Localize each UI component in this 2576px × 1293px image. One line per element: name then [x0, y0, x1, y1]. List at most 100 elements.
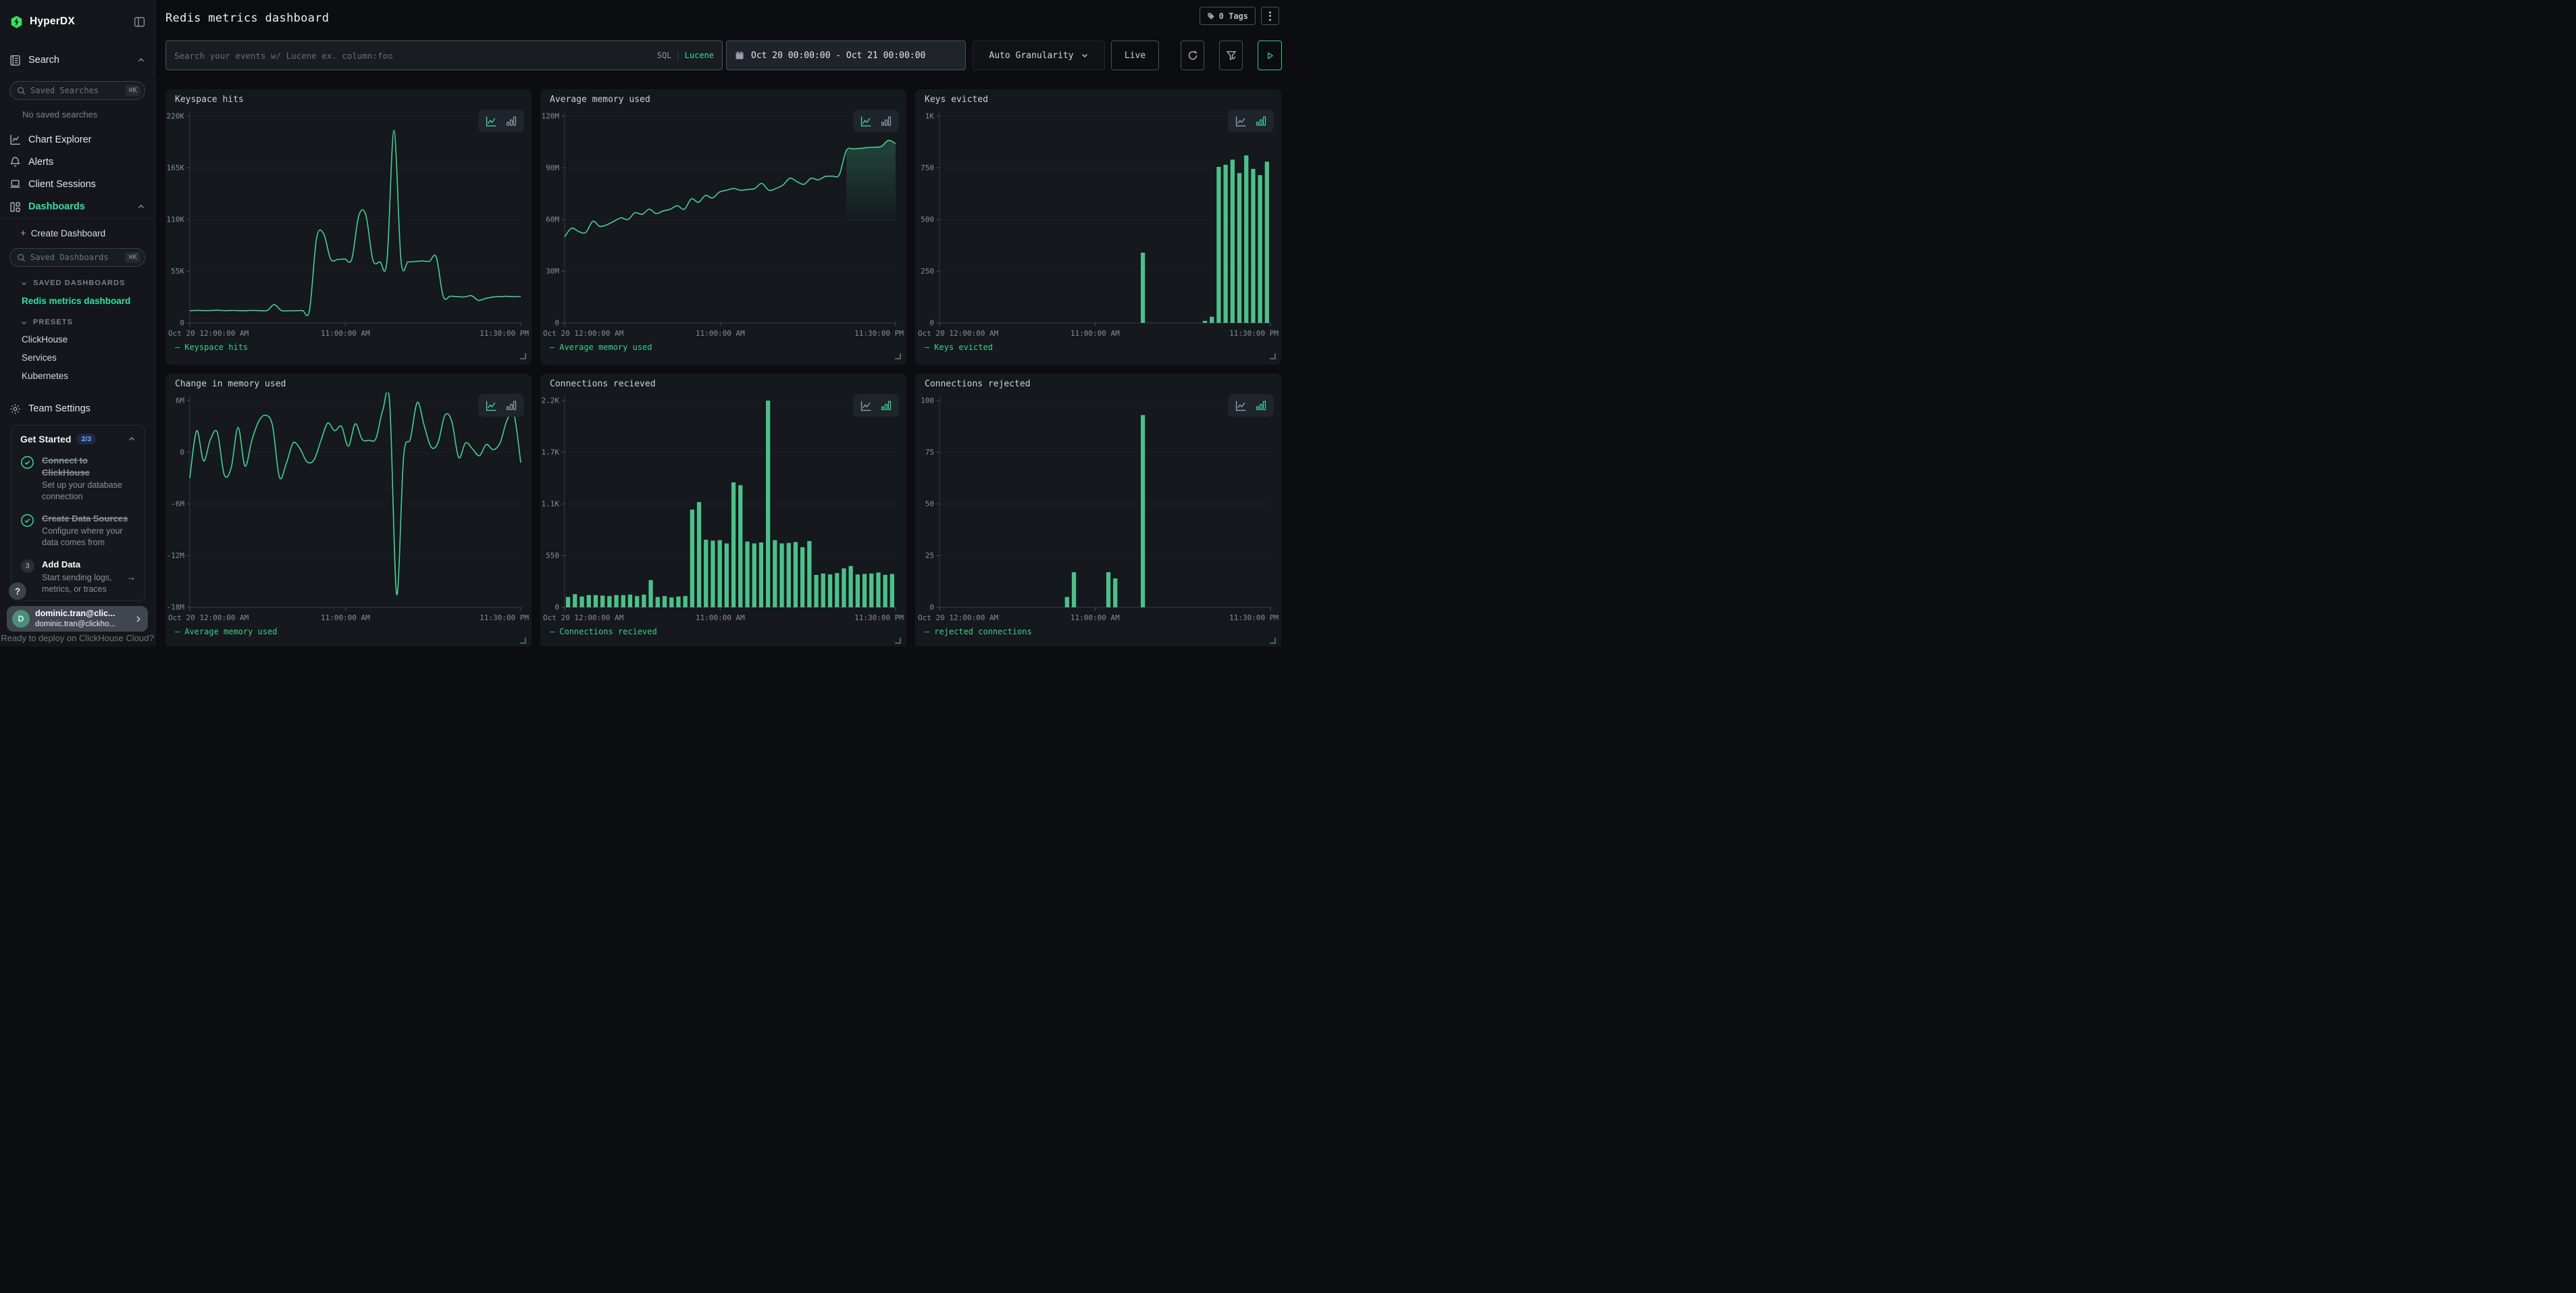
presets-section-header[interactable]: PRESETS: [0, 317, 155, 328]
dashboard-grid: Keyspace hits 220K 165K 110K 55K 0 Oct 20 12:…: [165, 89, 1281, 646]
get-started-step-sources[interactable]: Create Data Sources Configure where your…: [20, 513, 136, 549]
bar-chart-icon[interactable]: [506, 116, 517, 126]
progress-badge: 2/3: [76, 434, 97, 445]
resize-handle[interactable]: [1270, 353, 1276, 359]
svg-text:0: 0: [929, 603, 934, 612]
search-icon: [17, 253, 26, 262]
gear-icon: [9, 403, 21, 415]
filter-edit-icon: [1226, 50, 1237, 61]
saved-dashboards-section-header[interactable]: SAVED DASHBOARDS: [0, 278, 155, 288]
line-chart-icon[interactable]: [486, 116, 497, 127]
resize-handle[interactable]: [895, 638, 901, 644]
get-started-step-connect[interactable]: Connect to ClickHouse Set up your databa…: [20, 455, 136, 503]
svg-text:30M: 30M: [546, 267, 559, 276]
legend-label: Connections recieved: [559, 627, 657, 636]
svg-text:1K: 1K: [925, 112, 935, 121]
filter-button[interactable]: [1219, 41, 1243, 70]
user-email: dominic.tran@clickho...: [35, 619, 116, 628]
svg-text:11:00:00 AM: 11:00:00 AM: [321, 613, 370, 622]
tags-label: 0 Tags: [1218, 11, 1248, 21]
chevron-right-icon: [134, 615, 143, 624]
chart-panel-keys-evicted: Keys evicted 1K 750 500 250 0 Oct 20 12:00:00…: [915, 89, 1281, 365]
svg-text:550: 550: [546, 551, 559, 560]
tags-button[interactable]: 0 Tags: [1199, 7, 1256, 25]
sidebar-nav: Chart Explorer Alerts Client Sessions Da…: [0, 128, 155, 218]
sidebar-item-team-settings[interactable]: Team Settings: [0, 397, 155, 420]
sidebar-item-search[interactable]: Search: [0, 49, 155, 72]
user-name: dominic.tran@clic...: [35, 609, 115, 618]
help-button[interactable]: ?: [9, 582, 26, 600]
sidebar-item-label: Dashboards: [28, 201, 85, 212]
sidebar-item-label: Client Sessions: [28, 178, 96, 190]
check-circle-icon: [20, 513, 34, 549]
sidebar-item-dashboards[interactable]: Dashboards: [0, 195, 155, 218]
sidebar-item-kubernetes[interactable]: Kubernetes: [0, 369, 155, 382]
bar-chart-icon[interactable]: [881, 116, 892, 126]
chart-type-toggle: [853, 109, 899, 132]
sidebar-item-client-sessions[interactable]: Client Sessions: [0, 173, 155, 195]
resize-handle[interactable]: [520, 638, 526, 644]
kebab-menu-icon: [1269, 11, 1271, 21]
svg-text:11:00:00 AM: 11:00:00 AM: [1071, 613, 1120, 622]
step-number: 3: [20, 559, 34, 574]
sql-toggle[interactable]: SQL: [656, 51, 672, 60]
line-chart-icon[interactable]: [860, 400, 872, 411]
date-range-picker[interactable]: Oct 20 00:00:00 - Oct 21 00:00:00: [726, 41, 966, 70]
chart-type-toggle: [1228, 109, 1274, 132]
bar-chart-icon[interactable]: [1256, 116, 1266, 126]
resize-handle[interactable]: [520, 353, 526, 359]
sidebar-item-redis-metrics-dashboard[interactable]: Redis metrics dashboard: [0, 294, 155, 307]
svg-text:100: 100: [921, 397, 934, 405]
bar-chart-icon[interactable]: [881, 400, 892, 411]
brand-name: HyperDX: [30, 16, 75, 27]
dashboard-menu-button[interactable]: [1261, 7, 1279, 25]
divider: [0, 218, 155, 219]
get-started-step-add-data[interactable]: 3 Add Data Start sending logs, metrics, …: [20, 559, 136, 594]
chart-plot: 1K 750 500 250 0 Oct 20 12:00:00 AM 11:00:00 A…: [915, 108, 1281, 343]
bar-chart-icon[interactable]: [1256, 400, 1266, 411]
bar-chart-icon[interactable]: [506, 400, 517, 411]
section-header-label: PRESETS: [33, 318, 74, 326]
get-started-header[interactable]: Get Started 2/3: [20, 434, 136, 445]
sidebar-item-chart-explorer[interactable]: Chart Explorer: [0, 128, 155, 151]
create-dashboard-button[interactable]: + Create Dashboard: [0, 224, 155, 242]
svg-text:110K: 110K: [167, 216, 185, 224]
svg-text:0: 0: [555, 603, 559, 612]
live-button[interactable]: Live: [1111, 41, 1159, 70]
saved-searches-input[interactable]: [30, 86, 121, 95]
svg-text:120M: 120M: [542, 112, 560, 121]
run-query-button[interactable]: [1258, 41, 1282, 70]
saved-dashboards-input[interactable]: [30, 253, 121, 262]
line-chart-icon[interactable]: [860, 116, 872, 127]
collapse-sidebar-icon[interactable]: [134, 16, 145, 28]
resize-handle[interactable]: [895, 353, 901, 359]
sidebar-item-services[interactable]: Services: [0, 351, 155, 364]
arrow-right-icon: →: [126, 571, 136, 582]
chart-plot: 2.2K 1.7K 1.1K 550 0 Oct 20 12:00:00 AM 11:00:…: [540, 392, 906, 628]
query-language-toggle: SQL | Lucene: [657, 51, 714, 60]
event-search-input[interactable]: [174, 50, 657, 61]
svg-text:11:00:00 AM: 11:00:00 AM: [321, 329, 370, 338]
granularity-select[interactable]: Auto Granularity: [973, 41, 1105, 70]
sidebar-item-clickhouse[interactable]: ClickHouse: [0, 332, 155, 346]
line-chart-icon[interactable]: [1235, 400, 1247, 411]
sidebar-item-alerts[interactable]: Alerts: [0, 151, 155, 173]
tag-icon: [1207, 12, 1215, 20]
svg-text:Oct 20 12:00:00 AM: Oct 20 12:00:00 AM: [543, 613, 624, 622]
logo-row: HyperDX: [0, 0, 155, 32]
saved-dashboards-search[interactable]: ⌘K: [9, 248, 145, 267]
hyperdx-logo-icon: [9, 15, 24, 29]
saved-searches-search[interactable]: ⌘K: [9, 81, 145, 100]
sidebar-item-label: Alerts: [28, 156, 54, 168]
svg-text:60M: 60M: [546, 216, 559, 224]
line-chart-icon[interactable]: [486, 400, 497, 411]
line-chart-icon[interactable]: [1235, 116, 1247, 127]
resize-handle[interactable]: [1270, 638, 1276, 644]
deploy-banner-text: Ready to deploy on ClickHouse Cloud?: [1, 633, 154, 643]
lucene-toggle[interactable]: Lucene: [684, 51, 714, 60]
live-label: Live: [1124, 50, 1146, 61]
legend-label: Average memory used: [184, 627, 278, 636]
shortcut-badge: ⌘K: [125, 252, 140, 263]
refresh-button[interactable]: [1181, 41, 1204, 70]
user-menu[interactable]: D dominic.tran@clic... dominic.tran@clic…: [7, 606, 148, 632]
